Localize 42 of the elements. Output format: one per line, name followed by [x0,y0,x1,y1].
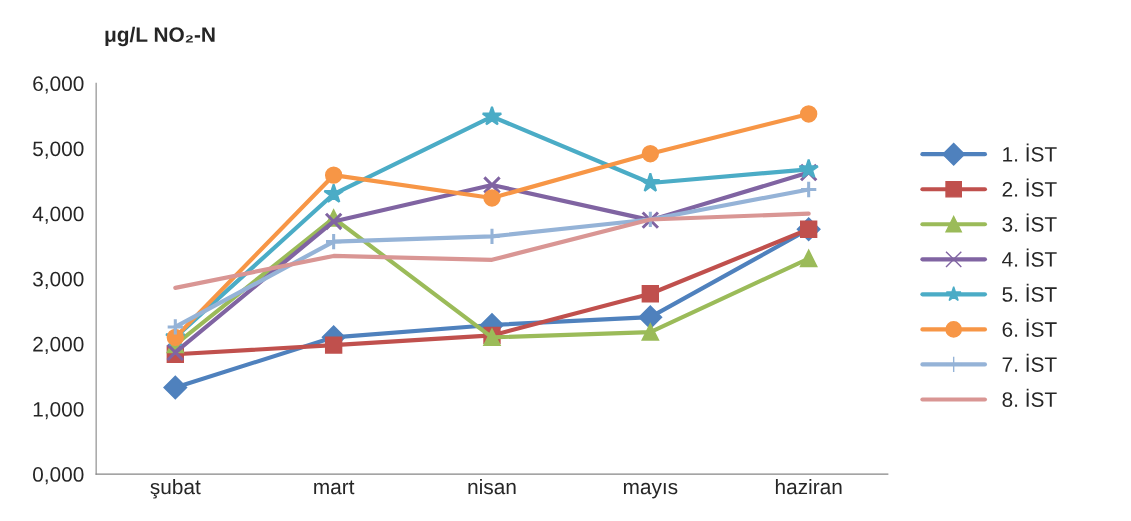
point [163,375,188,400]
point [481,105,503,126]
point [641,323,659,341]
y-tick-label: 3,000 [32,271,84,289]
legend-label: 1. İST [1003,143,1057,162]
line-series [173,211,811,290]
y-tick-label: 1,000 [33,401,84,420]
legend-label: 2. İST [1002,178,1057,197]
legend-label: 4. İST [1002,248,1057,267]
x-tick-label: mart [314,480,355,495]
x-tick-label: nisan [468,478,516,495]
point [799,163,818,182]
y-tick-label: 2,000 [33,336,84,355]
point [799,180,818,199]
point [641,285,659,303]
point [798,158,819,179]
x-tick-label: mayıs [623,482,678,499]
point [799,249,818,268]
point [799,105,818,123]
point [166,317,185,337]
y-tick-label: 6,000 [33,76,84,94]
x-tick-label: haziran [775,478,842,495]
point [641,145,659,163]
point [324,166,343,184]
point [638,305,663,329]
legend-label: 3. İST [1002,213,1057,232]
legend-label: 6. İST [1002,318,1057,337]
point [483,189,501,207]
point [640,172,661,192]
legend-label: 5. İST [1002,283,1057,302]
y-axis-title: μg/L NO₂-N [105,26,215,47]
point [323,183,344,203]
y-tick-label: 5,000 [33,141,84,159]
y-tick-label: 4,000 [32,206,84,224]
legend-label: 7. İST [1002,353,1057,372]
x-tick-label: şubat [150,478,201,499]
legend-label: 8. İST [1002,388,1057,407]
point [324,232,343,251]
point [324,212,343,231]
point [482,175,502,195]
y-tick-label: 0,000 [33,467,84,485]
point [324,336,343,354]
